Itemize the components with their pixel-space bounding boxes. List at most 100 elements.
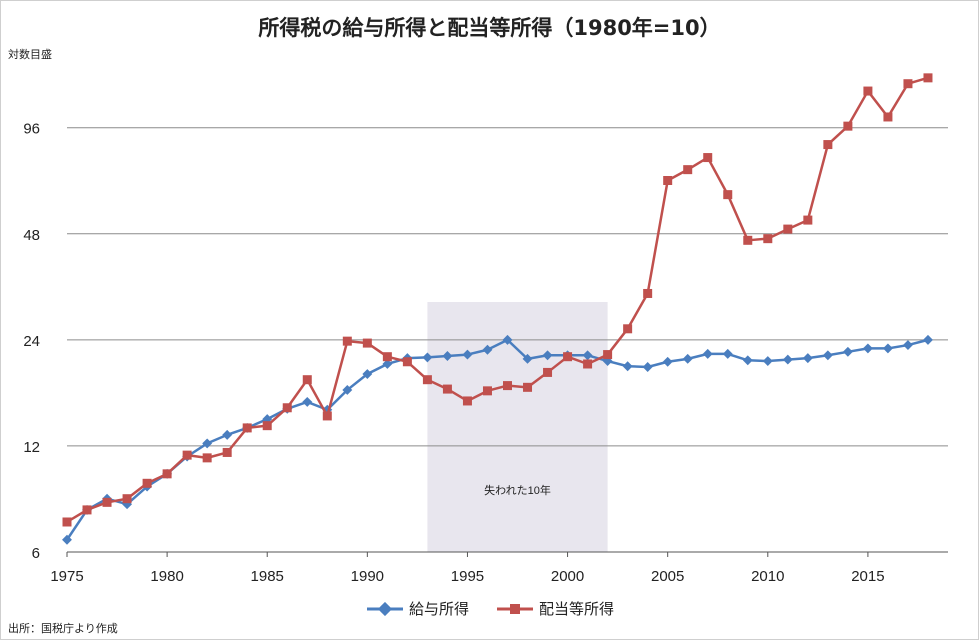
data-point — [342, 336, 352, 346]
y-tick-label: 48 — [23, 227, 40, 244]
legend-marker-wage — [366, 601, 403, 616]
data-point — [362, 369, 373, 379]
data-point — [663, 176, 673, 186]
data-point — [823, 140, 833, 150]
data-point — [662, 356, 673, 367]
data-point — [422, 352, 433, 363]
data-point — [923, 73, 933, 83]
data-point — [503, 381, 512, 391]
data-point — [582, 350, 593, 361]
series-layer — [62, 73, 933, 545]
legend-label-dividend: 配当等所得 — [539, 600, 615, 618]
legend: 給与所得 配当等所得 — [0, 598, 979, 619]
data-point — [683, 165, 693, 175]
data-point — [883, 112, 893, 122]
data-point — [202, 453, 212, 463]
x-tick-label: 1980 — [150, 568, 183, 585]
data-point — [62, 517, 72, 527]
data-point — [482, 344, 493, 355]
data-point — [502, 334, 513, 345]
data-point — [822, 350, 833, 361]
legend-label-wage: 給与所得 — [408, 600, 469, 618]
data-point — [442, 384, 452, 394]
data-point — [482, 386, 492, 396]
data-point — [743, 235, 753, 245]
data-point — [462, 396, 472, 406]
shaded-region — [427, 302, 608, 552]
data-point — [322, 411, 332, 421]
data-point — [723, 190, 733, 200]
x-tick-label: 2000 — [551, 568, 584, 585]
data-point — [763, 234, 773, 244]
data-point — [722, 348, 733, 359]
grid-layer — [67, 127, 948, 447]
x-tick-label: 1975 — [50, 568, 83, 585]
data-point — [302, 396, 313, 407]
x-tick-label: 2005 — [651, 568, 684, 585]
y-tick-label: 24 — [23, 333, 40, 350]
data-point — [803, 215, 813, 225]
chart-title: 所得税の給与所得と配当等所得（1980年=10） — [258, 16, 721, 40]
data-point — [583, 359, 593, 369]
data-point — [863, 86, 873, 96]
shaded-region-layer: 失われた10年 — [427, 302, 608, 552]
data-point — [802, 353, 813, 364]
data-point — [462, 349, 473, 360]
data-point — [142, 478, 152, 488]
data-point — [262, 421, 272, 431]
x-tick-label: 1995 — [451, 568, 484, 585]
data-point — [642, 362, 653, 372]
data-point — [122, 494, 132, 504]
source-note: 出所：国税庁より作成 — [8, 622, 118, 635]
y-tick-label: 96 — [23, 121, 40, 138]
data-point — [702, 348, 713, 359]
data-point — [762, 356, 773, 366]
data-point — [282, 403, 292, 413]
data-point — [903, 340, 913, 351]
data-point — [222, 429, 233, 440]
data-point — [362, 338, 372, 348]
shaded-region-label: 失われた10年 — [484, 483, 551, 497]
data-point — [603, 350, 613, 360]
data-point — [843, 121, 853, 131]
data-point — [422, 375, 432, 385]
y-axis-label: 対数目盛 — [8, 48, 52, 61]
data-point — [382, 359, 393, 369]
data-point — [162, 469, 172, 479]
data-point — [703, 153, 713, 163]
data-point — [903, 79, 913, 89]
data-point — [522, 353, 533, 364]
data-point — [222, 447, 232, 457]
data-point — [543, 367, 553, 377]
data-point — [62, 534, 72, 545]
data-point — [563, 352, 573, 362]
y-tick-label: 12 — [23, 439, 40, 456]
data-point — [402, 357, 412, 367]
legend-item-dividend: 配当等所得 — [495, 598, 614, 619]
data-point — [202, 438, 213, 449]
x-tick-label: 2010 — [751, 568, 784, 585]
data-point — [382, 352, 392, 362]
data-point — [623, 324, 633, 334]
data-point — [82, 505, 92, 515]
data-point — [542, 350, 553, 361]
x-tick-label: 1990 — [351, 568, 384, 585]
data-point — [682, 353, 693, 364]
data-point — [302, 375, 312, 385]
data-point — [923, 334, 933, 345]
legend-item-wage: 給与所得 — [365, 598, 469, 619]
data-point — [842, 346, 853, 357]
legend-marker-dividend — [497, 603, 533, 614]
data-point — [782, 354, 793, 365]
y-tick-label: 6 — [32, 545, 40, 562]
data-point — [342, 385, 353, 395]
axis-layer: 6 12 24 48 96 1975 1980 1985 1990 1995 2000 2005 201… — [23, 121, 948, 585]
x-tick-label: 1985 — [251, 568, 284, 585]
data-point — [862, 343, 873, 354]
data-point — [882, 343, 893, 354]
data-point — [182, 450, 192, 460]
x-tick-label: 2015 — [851, 568, 884, 585]
data-point — [783, 224, 793, 234]
data-point — [742, 355, 753, 366]
